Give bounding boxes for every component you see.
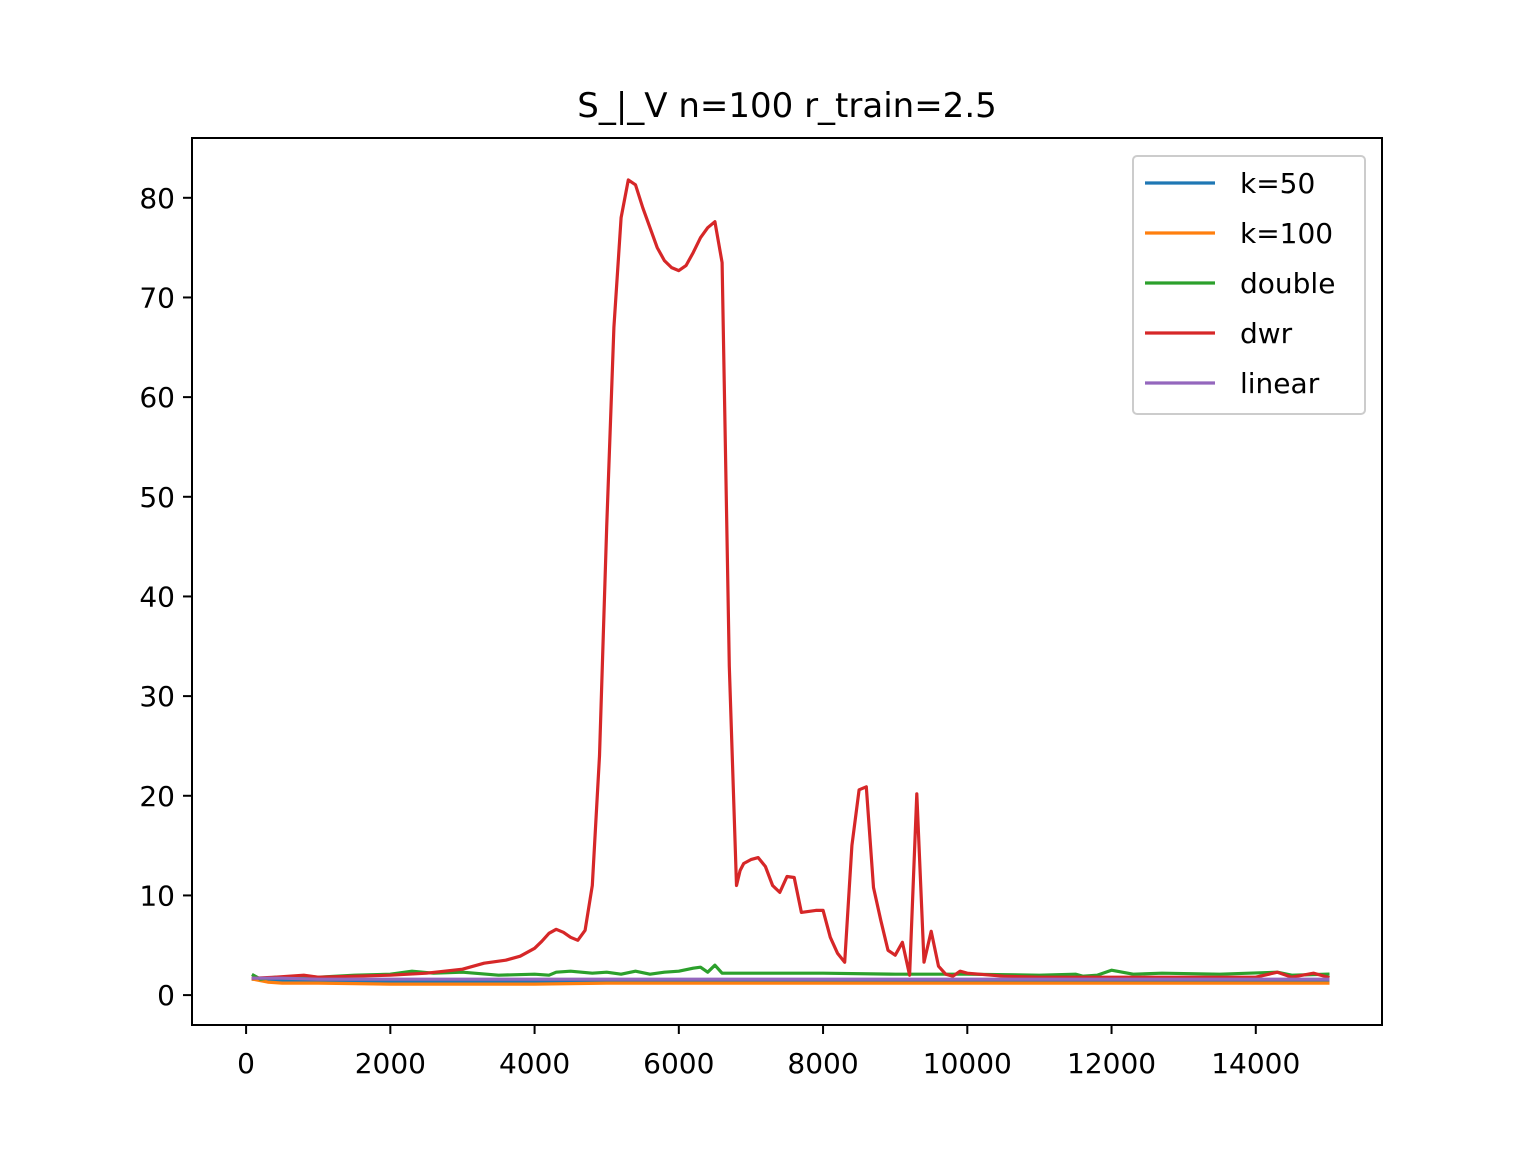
x-tick-label: 10000 [923,1047,1012,1080]
legend-label-dwr: dwr [1240,317,1293,350]
y-tick-label: 60 [139,381,175,414]
y-tick-label: 40 [139,580,175,613]
y-axis: 0 10 20 30 40 50 60 70 80 [139,182,192,1012]
series-layer [251,178,1330,986]
y-tick-label: 10 [139,879,175,912]
plot-area-frame [191,137,1383,1026]
legend-label-linear: linear [1240,367,1320,400]
x-axis: 0 2000 4000 6000 8000 10000 12000 14000 [237,1025,1300,1080]
legend: k=50 k=100 double dwr linear [1132,155,1366,415]
y-tick-label: 50 [139,481,175,514]
x-tick-label: 6000 [643,1047,714,1080]
y-tick-label: 80 [139,182,175,215]
y-tick-label: 0 [157,979,175,1012]
x-tick-label: 2000 [355,1047,426,1080]
series-line-k=50 [251,977,1330,983]
x-tick-label: 14000 [1211,1047,1300,1080]
series-line-dwr [251,178,1330,980]
series-line-linear [251,976,1330,981]
chart-title: S_|_V n=100 r_train=2.5 [577,86,997,126]
y-tick-label: 20 [139,780,175,813]
x-tick-label: 8000 [787,1047,858,1080]
legend-label-double: double [1240,267,1335,300]
legend-label-k=100: k=100 [1240,217,1333,250]
y-tick-label: 30 [139,680,175,713]
series-line-k=100 [251,977,1330,986]
legend-label-k=50: k=50 [1240,167,1315,200]
legend-box [1132,155,1366,415]
x-tick-label: 4000 [499,1047,570,1080]
x-tick-label: 0 [237,1047,255,1080]
x-tick-label: 12000 [1067,1047,1156,1080]
y-tick-label: 70 [139,281,175,314]
